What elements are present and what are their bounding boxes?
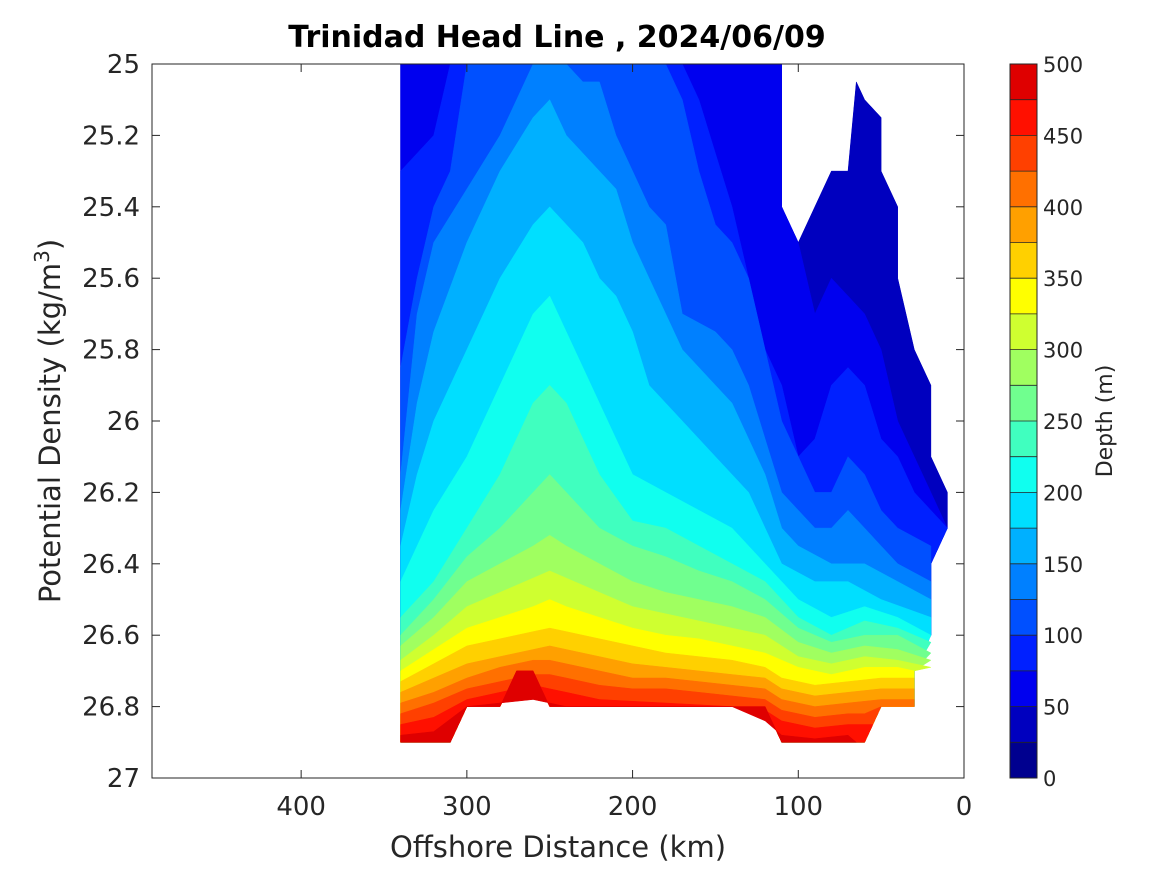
colorbar-band xyxy=(1010,242,1037,279)
colorbar-tick-label: 300 xyxy=(1043,339,1083,363)
colorbar-band xyxy=(1010,421,1037,457)
colorbar-band xyxy=(1010,492,1037,529)
colorbar-tick-label: 500 xyxy=(1043,53,1083,77)
colorbar-band xyxy=(1010,278,1037,314)
y-axis-label: Potential Density (kg/m3) xyxy=(30,239,67,603)
chart-title: Trinidad Head Line , 2024/06/09 xyxy=(288,20,825,55)
y-tick-label: 26.6 xyxy=(82,621,140,651)
x-axis-label: Offshore Distance (km) xyxy=(390,830,726,864)
colorbar-band xyxy=(1010,528,1037,564)
colorbar-tick-label: 200 xyxy=(1043,481,1083,505)
x-axis-ticks: 400 300 200 100 0 xyxy=(276,64,972,822)
y-tick-label: 27 xyxy=(107,764,140,794)
x-tick-label: 400 xyxy=(276,792,326,822)
y-tick-label: 26.4 xyxy=(82,550,140,580)
colorbar-band xyxy=(1010,99,1037,136)
x-tick-label: 0 xyxy=(956,792,973,822)
x-tick-label: 100 xyxy=(773,792,823,822)
colorbar-tick-label: 400 xyxy=(1043,196,1083,220)
colorbar-tick-label: 100 xyxy=(1043,624,1083,648)
y-tick-label: 26.2 xyxy=(82,478,140,508)
y-axis-ticks: 25 25.2 25.4 25.6 25.8 26 26.2 26.4 26.6 26.8 27 xyxy=(82,50,964,794)
y-axis-label-text: Potential Density (kg/m xyxy=(33,263,67,603)
colorbar-tick-label: 350 xyxy=(1043,267,1083,291)
y-tick-label: 26.8 xyxy=(82,693,140,723)
colorbar-tick-label: 150 xyxy=(1043,553,1083,577)
colorbar-band xyxy=(1010,135,1037,172)
colorbar-tick-label: 0 xyxy=(1043,767,1056,791)
y-axis-label-superscript: 3 xyxy=(30,250,54,263)
colorbar-band xyxy=(1010,349,1037,386)
colorbar-frame xyxy=(1009,63,1038,779)
colorbar-band xyxy=(1010,456,1037,493)
colorbar-band xyxy=(1010,385,1037,421)
contour-fills xyxy=(400,63,948,743)
colorbar-band xyxy=(1010,670,1037,707)
y-tick-label: 25.2 xyxy=(82,121,140,151)
y-axis-label-close: ) xyxy=(33,239,67,250)
colorbar-tick-label: 50 xyxy=(1043,696,1070,720)
y-tick-label: 25.4 xyxy=(82,193,140,223)
colorbar-band xyxy=(1010,706,1037,743)
colorbar-tick-label: 450 xyxy=(1043,124,1083,148)
colorbar-band xyxy=(1010,635,1037,671)
y-tick-label: 26 xyxy=(107,407,140,437)
x-tick-label: 200 xyxy=(608,792,658,822)
colorbar-band xyxy=(1010,171,1037,207)
colorbar-band xyxy=(1010,599,1037,636)
colorbar-band xyxy=(1010,563,1037,600)
y-tick-label: 25 xyxy=(107,50,140,80)
colorbar: 0 50 100 150 200 250 300 350 400 450 500 xyxy=(1009,53,1083,791)
colorbar-band xyxy=(1010,742,1037,778)
colorbar-band xyxy=(1010,64,1037,100)
x-tick-label: 300 xyxy=(442,792,492,822)
y-tick-label: 25.6 xyxy=(82,264,140,294)
colorbar-label: Depth (m) xyxy=(1093,365,1118,478)
colorbar-band xyxy=(1010,313,1037,350)
contour-level-475 xyxy=(400,670,857,743)
y-tick-label: 25.8 xyxy=(82,336,140,366)
colorbar-tick-label: 250 xyxy=(1043,410,1083,434)
colorbar-band xyxy=(1010,206,1037,243)
